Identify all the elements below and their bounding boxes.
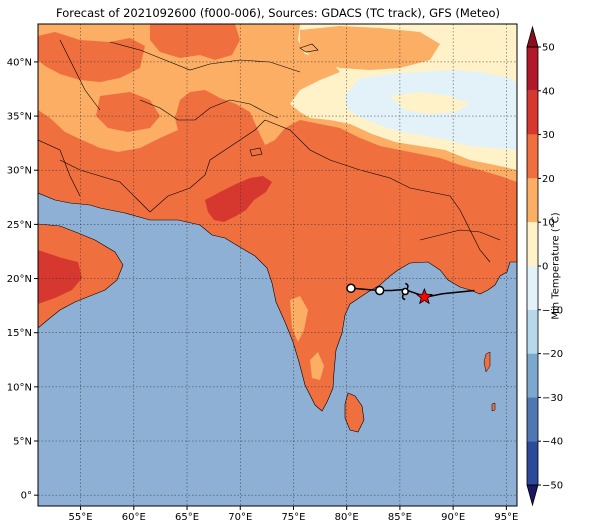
lon-tick-label: 80°E: [335, 512, 359, 523]
lake-2: [249, 147, 263, 157]
border-4: [264, 119, 491, 263]
border-6: [109, 41, 301, 73]
andaman-islands: [483, 351, 491, 373]
colorbar-label: Min Temperature (°C): [550, 212, 562, 320]
lat-tick-label: 10°N: [7, 382, 32, 393]
coastline-srilanka: [344, 392, 365, 433]
lake-1: [299, 43, 319, 53]
colorbar-segment: [527, 47, 538, 91]
colorbar-tick-label: −40: [542, 437, 563, 448]
colorbar-tick-label: −20: [542, 349, 563, 360]
track-forecast-circle: [374, 285, 385, 296]
band-10-20-tarim: [300, 26, 440, 70]
colorbar: 50 40 30 20 10 0 −10 −20 −30 −40 −50: [526, 25, 563, 507]
border-1: [59, 159, 151, 213]
map-title: Forecast of 2021092600 (f000-006), Sourc…: [56, 6, 500, 20]
colorbar-segment: [527, 90, 538, 135]
lat-tick-labels: 0° 5°N 10°N 15°N 20°N 25°N 30°N 35°N 40°N: [7, 57, 38, 502]
colorbar-tick-label: 40: [542, 86, 555, 97]
colorbar-segment: [527, 222, 538, 266]
band-10-20-ghats: [310, 352, 324, 380]
lat-tick-label: 30°N: [7, 166, 32, 177]
colorbar-segment: [527, 397, 538, 442]
colorbar-tick-label: −30: [542, 393, 563, 404]
cyclone-track-markers: [346, 282, 434, 305]
colorbar-segment: [527, 178, 538, 223]
colorbar-segment: [527, 134, 538, 179]
lat-tick-label: 35°N: [7, 112, 32, 123]
graticule: [38, 24, 517, 506]
nicobar-islands: [491, 402, 496, 412]
band-20-30-afghan: [96, 92, 160, 132]
lat-tick-label: 15°N: [7, 328, 32, 339]
band-0-10-tibet: [390, 92, 470, 114]
coastline-india: [38, 192, 517, 412]
border-5: [38, 139, 81, 197]
lon-tick-label: 85°E: [388, 512, 412, 523]
map-frame: [37, 23, 518, 507]
lon-tick-label: 70°E: [228, 512, 252, 523]
lon-tick-labels: 55°E 60°E 65°E 70°E 75°E 80°E 85°E 90°E 95°E: [69, 506, 518, 523]
colorbar-segment: [527, 309, 538, 354]
lon-tick-label: 95°E: [494, 512, 518, 523]
lat-tick-label: 0°: [21, 491, 32, 502]
colorbar-extend-bottom: [526, 484, 539, 507]
land-arabia-hot: [38, 250, 82, 304]
lon-tick-label: 75°E: [281, 512, 305, 523]
colorbar-segment: [527, 266, 538, 310]
land-srilanka: [345, 393, 364, 432]
current-position-star-icon: [415, 287, 434, 305]
border-3: [139, 99, 279, 121]
colorbar-segment: [527, 441, 538, 485]
coastline-arabia: [38, 223, 124, 329]
band-30-40-pakistan: [205, 176, 272, 222]
lat-tick-label: 25°N: [7, 220, 32, 231]
colorbar-extend-top: [526, 25, 539, 48]
lon-tick-label: 90°E: [441, 512, 465, 523]
colorbar-tick-label: 0: [542, 262, 548, 273]
border-2: [149, 119, 266, 213]
band-10-20-deccan: [290, 296, 308, 342]
lat-tick-label: 5°N: [13, 437, 32, 448]
track-forecast-circle: [346, 283, 356, 294]
lon-tick-label: 55°E: [69, 512, 93, 523]
lat-tick-label: 20°N: [7, 274, 32, 285]
colorbar-tick-label: 50: [542, 43, 555, 54]
border-8: [59, 39, 101, 111]
band-20-30-central: [150, 24, 240, 60]
colorbar-tick-label: −10: [542, 305, 563, 316]
lon-tick-label: 65°E: [175, 512, 199, 523]
colorbar-segment: [527, 353, 538, 398]
colorbar-tick-label: 10: [542, 218, 555, 229]
lat-tick-label: 40°N: [7, 57, 32, 68]
colorbar-tick-label: 30: [542, 130, 555, 141]
colorbar-tick-label: −50: [542, 481, 563, 492]
cyclone-symbol-icon: [401, 282, 409, 301]
border-7: [419, 229, 501, 241]
colorbar-tick-label: 20: [542, 174, 555, 185]
lon-tick-label: 60°E: [122, 512, 146, 523]
